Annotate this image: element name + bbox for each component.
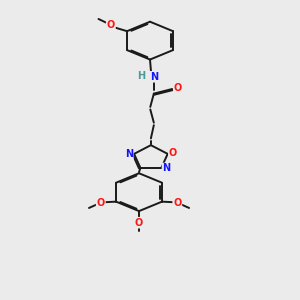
Text: O: O [169,148,177,158]
Text: O: O [173,198,182,208]
Text: H: H [137,71,145,81]
Text: N: N [150,72,158,82]
Text: O: O [107,20,115,30]
Text: N: N [163,164,171,173]
Text: O: O [174,83,182,93]
Text: O: O [135,218,143,228]
Text: N: N [125,149,133,159]
Text: O: O [97,198,105,208]
